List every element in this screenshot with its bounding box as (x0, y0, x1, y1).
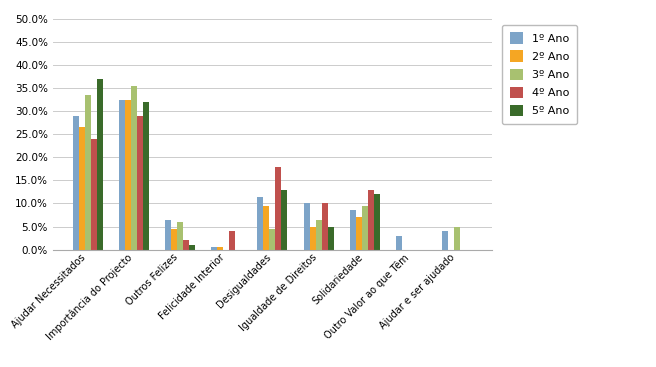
Bar (281, 190, 287, 250)
Bar (97, 79, 103, 250)
Bar (119, 100, 125, 250)
Bar (310, 226, 316, 250)
Bar (211, 247, 217, 250)
Bar (73, 116, 79, 250)
Bar (143, 102, 149, 250)
Bar (125, 100, 131, 250)
Bar (327, 226, 334, 250)
Bar (350, 210, 356, 250)
Bar (171, 229, 177, 250)
Bar (131, 86, 137, 250)
Bar (304, 203, 310, 250)
Bar (276, 167, 281, 250)
Bar (316, 219, 321, 250)
Bar (79, 127, 85, 250)
Bar (270, 229, 276, 250)
Bar (189, 245, 195, 250)
Bar (361, 206, 368, 250)
Bar (356, 217, 361, 250)
Bar (264, 206, 270, 250)
Bar (442, 231, 448, 250)
Bar (257, 197, 264, 250)
Bar (165, 219, 171, 250)
Bar (396, 236, 402, 250)
Bar (91, 139, 97, 250)
Bar (374, 194, 380, 250)
Bar (321, 203, 327, 250)
Bar (137, 116, 143, 250)
Bar (230, 231, 236, 250)
Legend: 1º Ano, 2º Ano, 3º Ano, 4º Ano, 5º Ano: 1º Ano, 2º Ano, 3º Ano, 4º Ano, 5º Ano (502, 25, 577, 124)
Bar (217, 247, 223, 250)
Bar (183, 240, 189, 250)
Bar (85, 95, 91, 250)
Bar (177, 222, 183, 250)
Bar (368, 190, 374, 250)
Bar (454, 226, 460, 250)
